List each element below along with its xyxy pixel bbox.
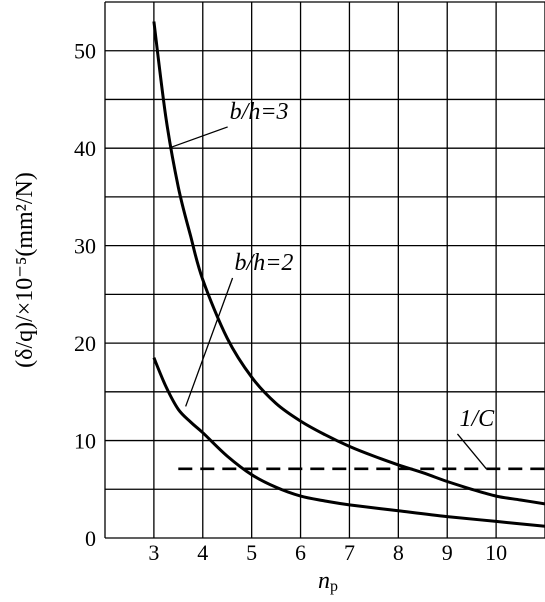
annotation-leader-0 [168,126,228,149]
series-line-1 [152,357,545,528]
x-tick-label: 9 [442,540,453,565]
y-axis-label: (δ/q)/×10⁻⁵(mm²/N) [12,172,38,368]
x-tick-label: 6 [295,540,306,565]
grid [104,1,545,539]
x-tick-label: 10 [485,540,507,565]
y-tick-label: 0 [85,526,96,551]
x-tick-label: 4 [197,540,208,565]
tick-labels: 3 4 5 6 7 8 9 10 0 10 20 30 40 50 [74,39,507,565]
annotation-label-2: 1/C [459,406,495,432]
annotation-label-0: b/h=3 [230,99,289,125]
x-tick-label: 5 [246,540,257,565]
annotation-leader-2 [456,433,487,470]
y-tick-label: 20 [74,331,96,356]
y-tick-label: 30 [74,234,96,259]
y-tick-label: 40 [74,136,96,161]
annotation-label-1: b/h=2 [235,250,294,276]
y-tick-label: 50 [74,39,96,64]
x-tick-label: 7 [344,540,355,565]
x-tick-label: 8 [393,540,404,565]
x-tick-label: 3 [148,540,159,565]
annotations: b/h=3 b/h=2 1/C [168,99,495,470]
series-line-0 [152,21,545,506]
annotation-leader-1 [185,277,234,407]
x-axis-label: np [318,568,338,595]
y-tick-label: 10 [74,429,96,454]
plot-area [152,21,545,528]
